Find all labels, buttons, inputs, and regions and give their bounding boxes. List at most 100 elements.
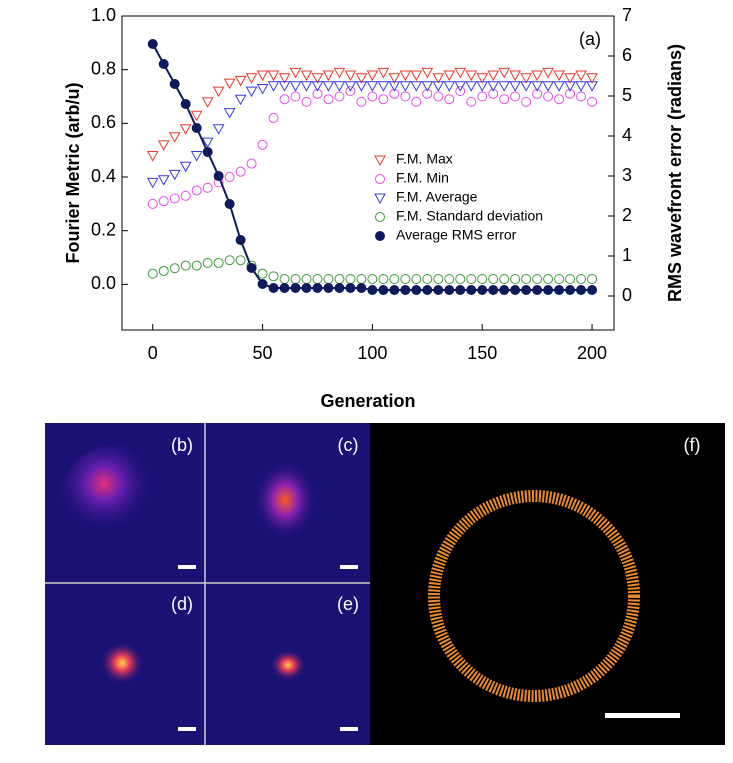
data-point: [312, 283, 323, 293]
legend-label: Average RMS error: [396, 227, 517, 243]
data-point: [333, 81, 346, 92]
data-point: [564, 81, 576, 92]
data-point: [344, 70, 357, 82]
data-point: [553, 81, 565, 92]
legend-marker: [374, 155, 386, 167]
y2-tick-label: 3: [622, 165, 632, 185]
data-point: [256, 83, 269, 95]
scale-bar: [178, 565, 196, 569]
data-point: [333, 67, 346, 79]
data-point: [411, 274, 422, 285]
data-point: [367, 91, 378, 102]
data-point: [565, 274, 576, 285]
data-point: [257, 139, 268, 150]
data-point: [212, 86, 225, 98]
data-point: [334, 274, 345, 285]
data-point: [147, 268, 158, 279]
legend-marker: [375, 231, 385, 241]
data-point: [224, 172, 235, 183]
data-point: [234, 75, 247, 87]
data-point: [201, 97, 214, 108]
data-point: [191, 185, 202, 196]
data-point: [498, 81, 511, 92]
panel-label: (c): [338, 435, 359, 455]
x-tick-label: 100: [357, 343, 387, 363]
data-point: [422, 274, 433, 285]
y2-tick-label: 6: [622, 45, 632, 65]
x-tick-label: 0: [148, 343, 158, 363]
data-point: [565, 88, 576, 99]
data-point: [268, 271, 279, 282]
data-point: [322, 70, 335, 82]
data-point: [246, 158, 257, 169]
data-point: [224, 255, 235, 266]
data-point: [267, 81, 280, 92]
data-point: [432, 81, 445, 92]
data-point: [157, 140, 170, 151]
data-point: [499, 274, 510, 285]
data-point: [179, 161, 192, 173]
data-point: [466, 285, 477, 295]
data-point: [410, 70, 423, 82]
data-point: [146, 151, 159, 162]
data-point: [466, 96, 477, 107]
data-point: [575, 81, 587, 92]
data-point: [521, 96, 532, 107]
data-point: [279, 274, 290, 285]
x-tick-label: 50: [253, 343, 273, 363]
data-point: [301, 274, 312, 285]
data-point: [191, 123, 202, 133]
data-point: [202, 147, 213, 157]
data-point: [235, 235, 246, 245]
plot-frame: [121, 15, 615, 331]
y-axis-label: Fourier Metric (arb/u): [63, 82, 83, 263]
data-point: [421, 67, 434, 79]
data-point: [509, 81, 522, 92]
data-point: [531, 70, 543, 82]
data-point: [542, 81, 554, 92]
image-ring: [370, 423, 725, 745]
data-point: [488, 274, 499, 285]
psf-e: [270, 649, 306, 681]
data-point: [487, 81, 500, 92]
data-point: [311, 73, 324, 84]
data-point: [312, 274, 323, 285]
data-point: [202, 182, 213, 193]
scale-bar: [340, 727, 358, 731]
data-point: [586, 73, 598, 84]
data-point: [334, 91, 345, 102]
data-point: [223, 108, 236, 119]
y2-tick-label: 2: [622, 205, 632, 225]
data-point: [323, 274, 334, 285]
data-point: [576, 274, 587, 285]
data-point: [554, 274, 565, 285]
data-point: [532, 88, 543, 99]
data-point: [301, 96, 312, 107]
data-point: [268, 283, 279, 293]
data-point: [180, 190, 191, 201]
data-point: [278, 81, 291, 92]
data-point: [455, 86, 466, 97]
data-point: [389, 88, 400, 99]
chart-annotation: (a): [579, 29, 601, 49]
data-point: [586, 81, 598, 92]
data-point: [235, 166, 246, 177]
data-point: [510, 274, 521, 285]
legend-marker: [375, 174, 385, 184]
data-point: [311, 81, 324, 92]
data-point: [212, 124, 225, 135]
data-point: [323, 283, 334, 293]
data-point: [158, 196, 169, 207]
data-point: [168, 169, 181, 181]
data-point: [509, 70, 522, 82]
data-point: [553, 70, 565, 82]
y2-tick-label: 0: [622, 285, 632, 305]
scale-bar: [178, 727, 196, 731]
data-point: [433, 91, 444, 102]
y2-tick-label: 7: [622, 5, 632, 25]
data-point: [246, 263, 257, 273]
data-point: [366, 70, 379, 82]
data-point: [345, 86, 356, 97]
data-point: [245, 73, 258, 84]
data-point: [147, 39, 158, 49]
